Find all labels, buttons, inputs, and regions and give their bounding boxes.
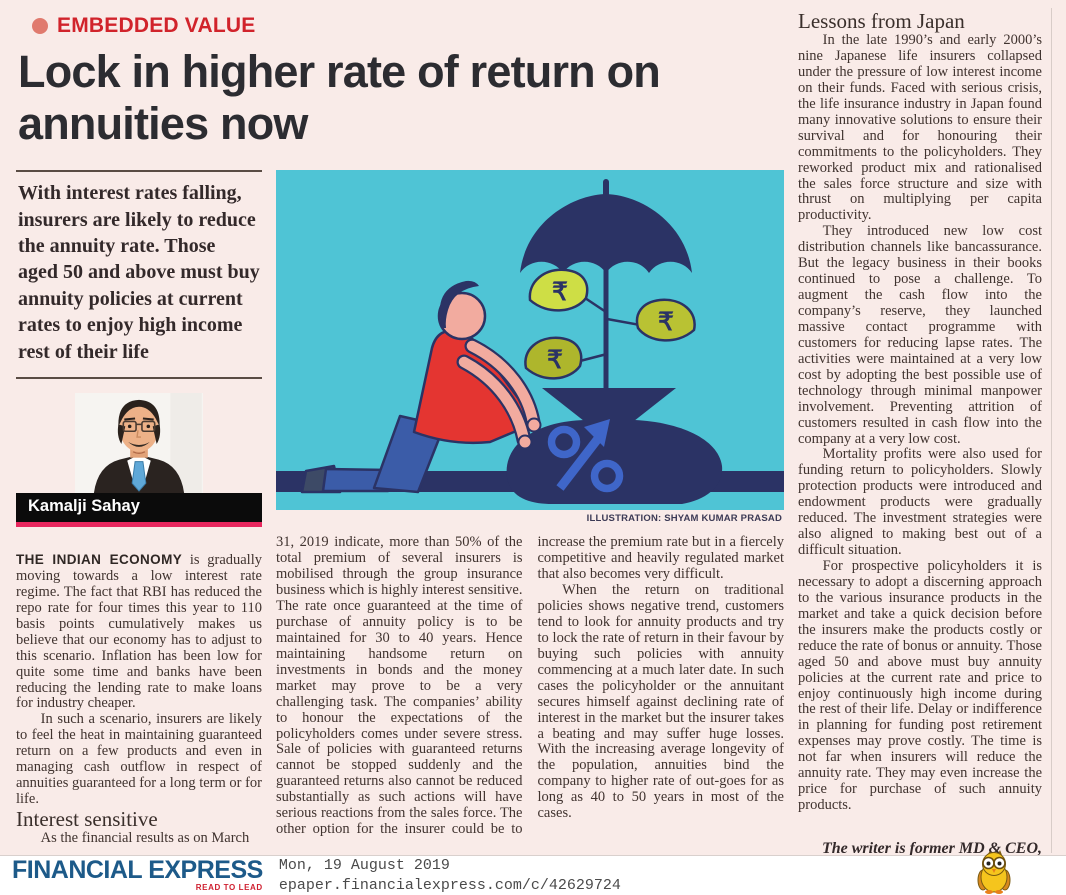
author-name-bar: Kamalji Sahay [16, 493, 262, 528]
subhead-interest-sensitive: Interest sensitive [16, 807, 158, 832]
rupee-symbol: ₹ [552, 278, 568, 306]
center-zone: ₹ ₹ ₹ [276, 170, 784, 853]
man-arms [456, 338, 542, 450]
paragraph: They introduced new low cost distributio… [798, 223, 1042, 447]
kicker-dot-icon [32, 18, 48, 34]
illustration-credit: ILLUSTRATION: SHYAM KUMAR PRASAD [586, 513, 782, 525]
epaper-footer: FINANCIAL EXPRESS READ TO LEAD Mon, 19 A… [0, 850, 1066, 895]
column-1: With interest rates falling, insurers ar… [16, 170, 262, 853]
edition-meta: Mon, 19 August 2019 epaper.financialexpr… [279, 856, 621, 895]
paragraph: THE INDIAN ECONOMY is gradually moving t… [16, 552, 262, 712]
logo-tagline: READ TO LEAD [195, 883, 263, 893]
annuity-illustration-image: ₹ ₹ ₹ [276, 170, 784, 511]
paragraph: When the return on traditional policies … [537, 582, 785, 822]
paragraph: In the late 1990’s and early 2000’s nine… [798, 32, 1042, 224]
owl-mascot-icon [977, 850, 1011, 894]
subhead-lessons-from-japan: Lessons from Japan [798, 9, 965, 33]
paragraph: As the financial results as on March [40, 830, 250, 847]
lead-in-text: THE INDIAN ECONOMY [16, 552, 183, 568]
edition-date: Mon, 19 August 2019 [278, 857, 450, 874]
article-header: EMBEDDED VALUE Lock in higher rate of re… [16, 8, 784, 170]
rupee-symbol: ₹ [547, 346, 563, 374]
center-text-columns: 31, 2019 indicate, more than 50% of the … [276, 535, 784, 844]
byline-line: The writer is former MD & CEO, [821, 840, 1042, 855]
author-photo-wrap [16, 393, 262, 494]
paragraph: In such a scenario, insurers are likely … [16, 711, 263, 808]
financial-express-logo: FINANCIAL EXPRESS READ TO LEAD [12, 855, 263, 893]
author-byline: The writer is former MD & CEO, Star Unio… [798, 838, 1042, 855]
section-kicker: EMBEDDED VALUE [32, 14, 784, 38]
edition-url: epaper.financialexpress.com/c/42629724 [278, 876, 621, 894]
percent-arrow-icon [547, 419, 624, 493]
column-1-body: THE INDIAN ECONOMY is gradually moving t… [16, 552, 263, 847]
article-headline: Lock in higher rate of return on annuiti… [18, 46, 661, 150]
umbrella-icon [520, 179, 692, 395]
rupee-plant [524, 269, 696, 380]
column-4: Lessons from Japan In the late 1990’s an… [798, 8, 1052, 855]
paragraph: For prospective policyholders it is nece… [798, 558, 1042, 814]
kneeling-man [300, 281, 529, 494]
author-portrait-image [75, 393, 203, 494]
paragraph: 31, 2019 indicate, more than 50% of the … [276, 535, 784, 838]
section-label: EMBEDDED VALUE [57, 14, 256, 37]
logo-wordmark: FINANCIAL EXPRESS [12, 855, 263, 884]
article-region: EMBEDDED VALUE Lock in higher rate of re… [0, 0, 1066, 855]
paragraph-text: is gradually moving towards a low intere… [16, 552, 262, 712]
rupee-symbol: ₹ [658, 308, 674, 336]
standfirst: With interest rates falling, insurers ar… [16, 170, 262, 380]
paragraph: Mortality profits were also used for fun… [798, 446, 1042, 559]
